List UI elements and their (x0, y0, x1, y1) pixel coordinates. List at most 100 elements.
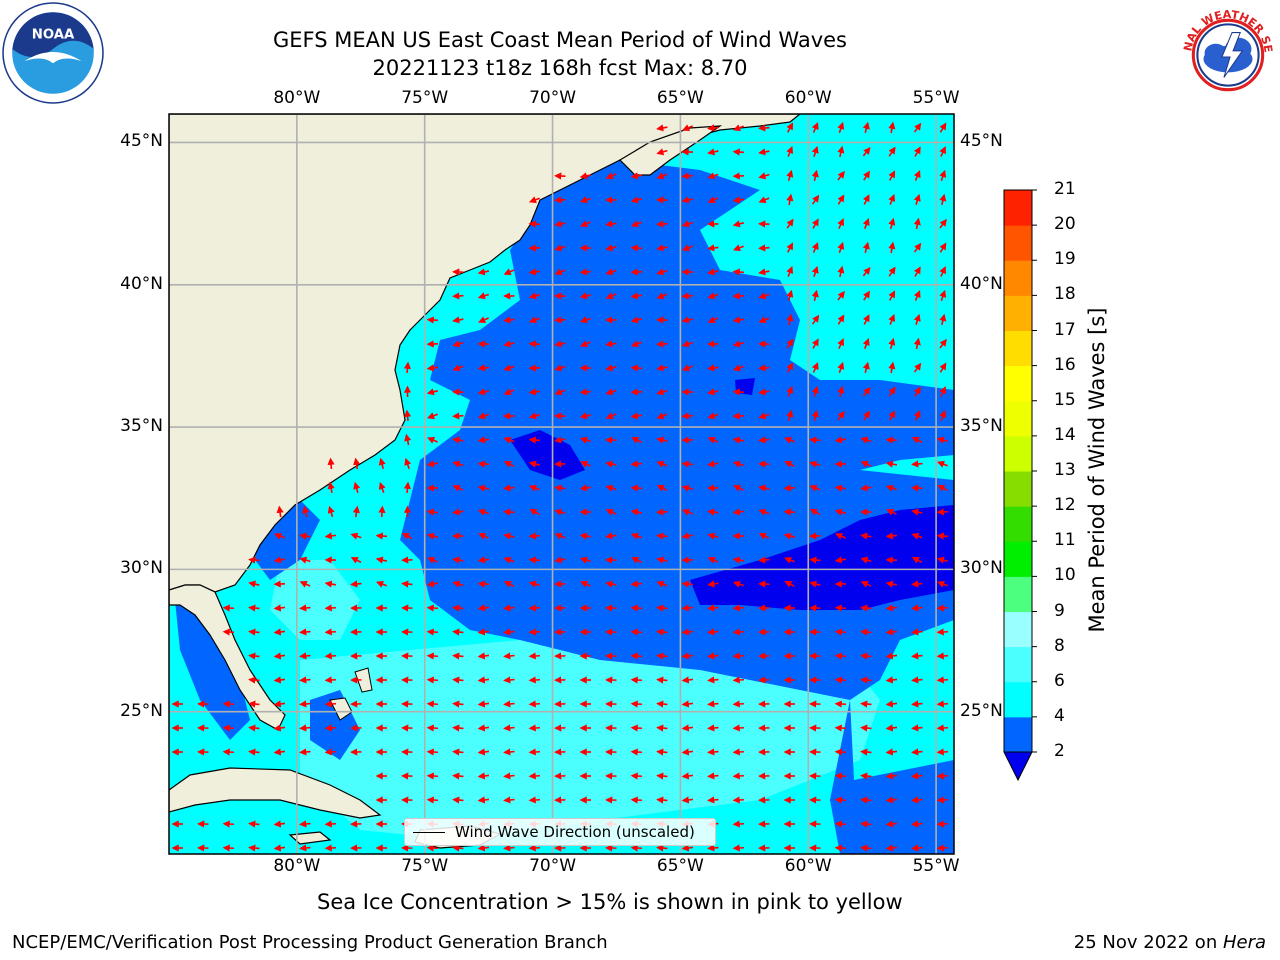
colorbar-tick-label: 12 (1054, 495, 1076, 516)
wave-direction-arrow (682, 124, 693, 132)
wave-direction-arrow (477, 436, 490, 444)
wave-direction-arrow (681, 796, 694, 804)
wave-direction-arrow (860, 604, 872, 612)
wave-direction-arrow (911, 748, 923, 756)
wave-direction-arrow (554, 316, 566, 324)
wave-direction-arrow (885, 652, 898, 660)
wave-direction-arrow (707, 508, 719, 516)
colorbar-label: Mean Period of Wind Waves [s] (1085, 307, 1109, 633)
wave-direction-arrow (503, 676, 515, 684)
wave-direction-arrow (733, 485, 744, 492)
wave-direction-arrow (579, 412, 592, 420)
wave-direction-arrow (478, 316, 489, 324)
wave-direction-arrow (885, 484, 898, 492)
wave-direction-arrow (860, 796, 872, 804)
wave-direction-arrow (682, 244, 693, 252)
wave-direction-arrow (477, 772, 490, 780)
wave-direction-arrow (732, 508, 745, 516)
wave-direction-arrow (862, 337, 870, 349)
wave-direction-arrow (783, 484, 796, 492)
wave-direction-arrow (707, 772, 719, 780)
wave-direction-arrow (834, 652, 847, 660)
wave-direction-arrow (885, 844, 898, 852)
wave-direction-arrow (503, 388, 515, 395)
wave-direction-arrow (656, 460, 668, 468)
wave-direction-arrow (503, 316, 515, 324)
wave-direction-arrow (554, 244, 566, 252)
wave-direction-arrow (554, 532, 566, 540)
wave-direction-arrow (811, 145, 819, 158)
wave-direction-arrow (811, 338, 819, 349)
wave-direction-arrow (630, 796, 643, 804)
wave-direction-arrow (656, 340, 668, 348)
wave-direction-arrow (426, 700, 439, 708)
wave-direction-arrow (707, 844, 719, 852)
wave-direction-arrow (605, 509, 617, 516)
wave-direction-arrow (324, 628, 337, 636)
wave-direction-arrow (554, 556, 566, 564)
lon-label-bottom: 70°W (529, 856, 577, 876)
wave-direction-arrow (605, 580, 617, 588)
wave-direction-arrow (939, 313, 947, 326)
wave-direction-arrow (426, 460, 439, 468)
wave-direction-arrow (913, 217, 921, 230)
wind-wave-direction-arrows (171, 121, 949, 852)
wave-direction-arrow (630, 196, 643, 204)
wave-direction-arrow (837, 241, 845, 253)
wave-direction-arrow (681, 460, 694, 468)
wave-direction-arrow (324, 724, 337, 732)
wave-direction-arrow (299, 628, 311, 636)
wave-direction-arrow (528, 460, 541, 468)
wave-direction-arrow (783, 532, 796, 540)
wave-direction-arrow (888, 337, 896, 350)
colorbar-tick-label: 16 (1054, 354, 1076, 375)
wave-direction-arrow (681, 724, 694, 732)
wave-direction-arrow (834, 724, 847, 732)
lon-label-bottom: 75°W (401, 856, 449, 876)
wave-direction-arrow (273, 604, 286, 612)
wave-direction-arrow (681, 700, 694, 708)
wave-direction-arrow (248, 724, 260, 732)
wave-direction-arrow (378, 481, 386, 493)
wave-direction-arrow (834, 748, 847, 756)
wave-direction-arrow (248, 580, 260, 588)
wave-direction-arrow (707, 172, 719, 180)
wave-direction-arrow (834, 604, 847, 612)
wave-direction-arrow (786, 146, 794, 157)
colorbar-segment (1004, 611, 1032, 648)
wave-direction-arrow (939, 409, 947, 421)
wave-direction-arrow (811, 289, 819, 302)
wave-direction-arrow (936, 676, 949, 684)
wave-direction-arrow (911, 604, 923, 612)
wave-direction-arrow (426, 772, 439, 780)
wave-direction-arrow (939, 169, 947, 181)
wave-direction-arrow (580, 461, 591, 468)
wave-direction-arrow (324, 700, 337, 708)
wave-direction-arrow (885, 772, 898, 780)
wave-direction-arrow (681, 412, 694, 420)
wave-direction-arrow (528, 532, 541, 540)
wave-direction-arrow (707, 437, 719, 444)
wave-direction-arrow (885, 676, 898, 684)
wave-direction-arrow (834, 772, 847, 780)
wave-direction-arrow (681, 196, 694, 204)
colorbar-segment (1004, 400, 1032, 437)
wave-direction-arrow (605, 268, 617, 276)
wave-direction-arrow (630, 652, 643, 660)
wave-direction-arrow (375, 532, 388, 540)
wave-direction-arrow (862, 217, 870, 229)
wave-direction-arrow (528, 700, 541, 708)
wave-direction-arrow (888, 194, 896, 205)
wave-direction-arrow (528, 388, 541, 396)
wave-direction-arrow (248, 700, 260, 708)
wave-direction-arrow (758, 244, 770, 252)
wave-direction-arrow (452, 604, 464, 612)
wave-direction-arrow (809, 484, 821, 492)
wave-direction-arrow (911, 652, 923, 660)
wave-direction-arrow (452, 580, 464, 588)
colorbar-segment (1004, 190, 1032, 226)
wave-direction-arrow (503, 532, 515, 540)
wave-direction-arrow (936, 508, 949, 516)
wave-direction-arrow (939, 242, 947, 253)
